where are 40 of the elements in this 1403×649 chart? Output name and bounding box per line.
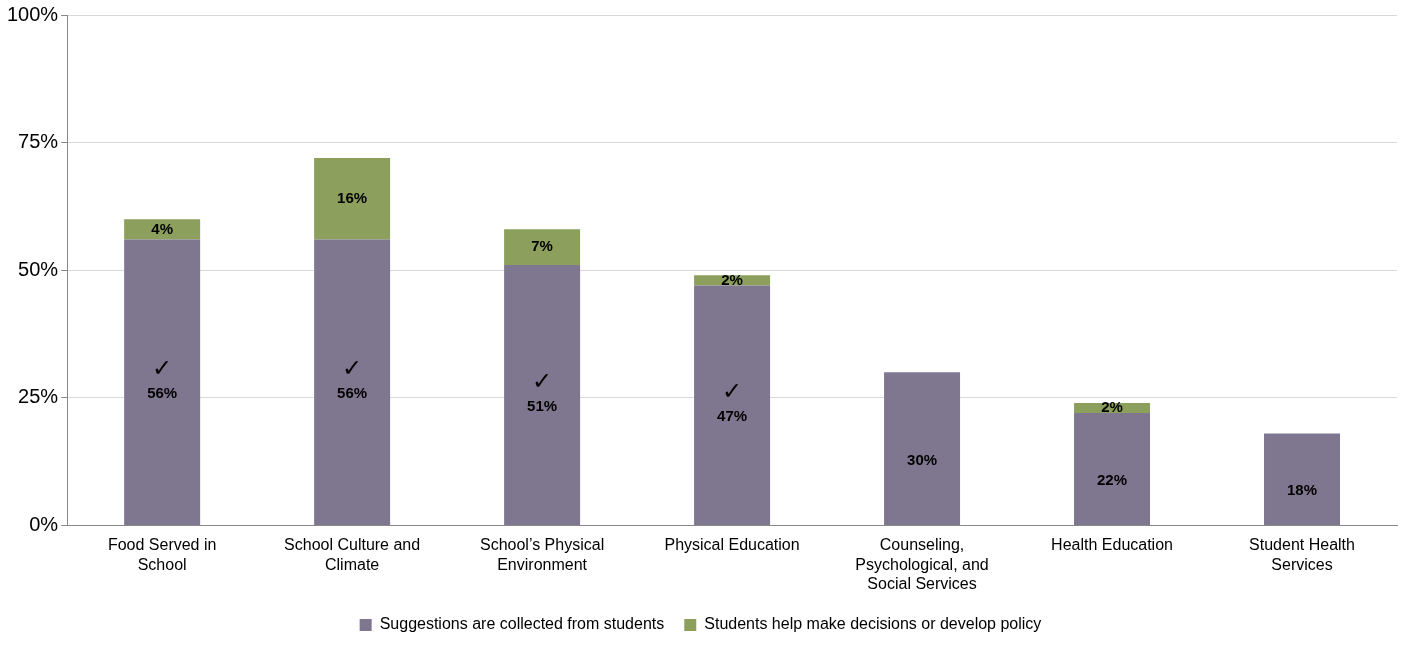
bar [1264, 433, 1341, 525]
data-label: 18% [1287, 481, 1318, 499]
annotation: ✓ [532, 367, 553, 396]
bar [504, 229, 581, 266]
bar [1074, 413, 1151, 525]
x-tick-label: Counseling, Psychological, and Social Services [855, 536, 989, 592]
x-tick-label: School’s Physical Environment [479, 536, 605, 573]
x-tick-label: Physical Education [664, 536, 800, 554]
data-label: 22% [1097, 471, 1128, 489]
y-tick-label: 25% [18, 385, 59, 408]
legend-label: Students help make decisions or develop policy [704, 615, 1042, 633]
bar [694, 285, 771, 525]
data-label: 47% [717, 407, 748, 425]
data-label: 7% [531, 237, 553, 255]
x-tick-label: Health Education [1051, 536, 1173, 554]
x-tick-label: School Culture and Climate [284, 536, 421, 573]
bar [124, 239, 201, 525]
legend-label: Suggestions are collected from students [379, 615, 665, 633]
y-tick-label: 50% [18, 257, 59, 280]
x-tick-label: Food Served in School [107, 536, 217, 573]
annotation: ✓ [152, 354, 173, 383]
data-label: 16% [337, 188, 368, 206]
data-label: 30% [907, 450, 938, 468]
annotation: ✓ [342, 354, 363, 383]
bar [884, 372, 961, 525]
y-tick-label: 100% [7, 2, 59, 25]
data-label: 2% [721, 270, 743, 288]
data-label: 4% [151, 219, 173, 237]
data-label: 56% [147, 384, 178, 402]
y-tick-label: 75% [18, 130, 59, 153]
data-label: 51% [527, 397, 558, 415]
bar [124, 219, 201, 240]
annotation: ✓ [722, 377, 743, 406]
y-tick-label: 0% [29, 512, 59, 535]
data-label: 2% [1101, 398, 1123, 416]
x-tick-label: Student Health Services [1249, 536, 1355, 573]
bar [314, 239, 391, 525]
bar [504, 265, 581, 525]
data-label: 56% [337, 384, 368, 402]
bar [314, 157, 391, 240]
